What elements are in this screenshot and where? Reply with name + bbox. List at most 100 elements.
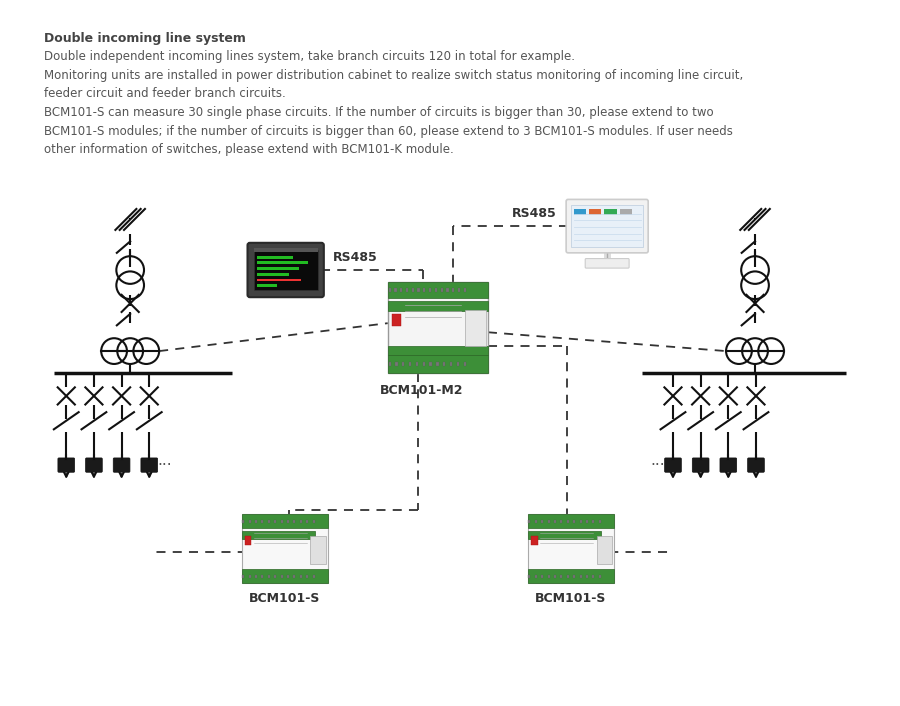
Bar [395,362,398,366]
FancyBboxPatch shape [528,514,614,583]
FancyBboxPatch shape [242,514,328,583]
Bar [256,279,302,282]
Bar [306,520,308,522]
Bar [580,520,581,522]
Bar [409,362,411,366]
Bar [592,520,594,522]
Bar [429,362,432,366]
Bar [256,261,308,264]
Bar [242,520,244,522]
Bar [446,288,448,292]
Text: BCM101-S: BCM101-S [249,592,320,606]
FancyBboxPatch shape [664,458,681,472]
Text: BCM101-S modules; if the number of circuits is bigger than 60, please extend to : BCM101-S modules; if the number of circu… [44,124,733,138]
Bar [528,575,530,578]
Bar [256,267,300,270]
Bar [567,520,569,522]
Bar [443,362,446,366]
FancyBboxPatch shape [528,569,614,583]
Bar [440,288,443,292]
Bar [245,536,251,545]
Bar [287,520,289,522]
Bar [274,520,276,522]
FancyBboxPatch shape [388,346,488,355]
Bar [429,288,431,292]
Bar [619,209,632,215]
Bar [528,520,530,522]
FancyBboxPatch shape [388,282,488,298]
Bar [254,250,318,290]
FancyBboxPatch shape [242,514,328,528]
Bar [586,520,588,522]
Bar [541,520,544,522]
Bar [548,520,550,522]
Bar [268,575,270,578]
Bar [281,575,283,578]
Bar [418,288,419,292]
Text: RS485: RS485 [512,208,556,220]
Bar [567,575,569,578]
Bar [255,520,257,522]
FancyBboxPatch shape [748,458,764,472]
Bar [416,362,418,366]
Bar [262,575,264,578]
Bar [598,575,601,578]
Bar [435,288,437,292]
Bar [256,273,289,276]
Bar [293,575,295,578]
Bar [262,520,264,522]
Bar [389,288,391,292]
Bar [465,310,486,346]
FancyBboxPatch shape [388,282,488,373]
Bar [464,288,466,292]
Bar [598,520,601,522]
Bar [554,520,556,522]
Bar [423,288,426,292]
Bar [293,520,295,522]
Bar [604,209,617,215]
FancyBboxPatch shape [388,355,488,373]
Bar [248,520,250,522]
Bar [589,209,601,215]
Bar [268,520,270,522]
Bar [586,575,588,578]
Text: BCM101-M2: BCM101-M2 [380,385,464,397]
Bar [310,536,326,563]
FancyBboxPatch shape [720,458,737,472]
Bar [287,575,289,578]
Bar [580,575,581,578]
FancyBboxPatch shape [692,458,709,472]
Text: Double independent incoming lines system, take branch circuits 120 in total for : Double independent incoming lines system… [44,50,575,63]
Text: feeder circuit and feeder branch circuits.: feeder circuit and feeder branch circuit… [44,88,286,100]
Bar [574,209,586,215]
Text: Double incoming line system: Double incoming line system [44,32,247,44]
FancyBboxPatch shape [242,531,315,539]
Bar [535,575,536,578]
Bar [457,362,459,366]
Text: RS485: RS485 [333,251,378,264]
Bar [300,520,302,522]
Bar [312,520,315,522]
Text: other information of switches, please extend with BCM101-K module.: other information of switches, please ex… [44,143,455,156]
FancyBboxPatch shape [58,458,75,472]
FancyBboxPatch shape [248,243,324,297]
FancyBboxPatch shape [86,458,103,472]
Bar [573,575,575,578]
Bar [592,575,594,578]
Bar [597,536,612,563]
Bar [248,575,250,578]
Text: BCM101-S can measure 30 single phase circuits. If the number of circuits is bigg: BCM101-S can measure 30 single phase cir… [44,106,714,119]
FancyBboxPatch shape [566,199,648,253]
Bar [312,575,315,578]
Bar [571,205,644,247]
Bar [256,285,276,287]
FancyBboxPatch shape [388,301,488,311]
Bar [423,362,425,366]
Bar [300,575,302,578]
Bar [452,288,454,292]
Bar [242,575,244,578]
Bar [541,575,544,578]
FancyBboxPatch shape [528,531,601,539]
FancyBboxPatch shape [113,458,130,472]
Bar [561,520,562,522]
